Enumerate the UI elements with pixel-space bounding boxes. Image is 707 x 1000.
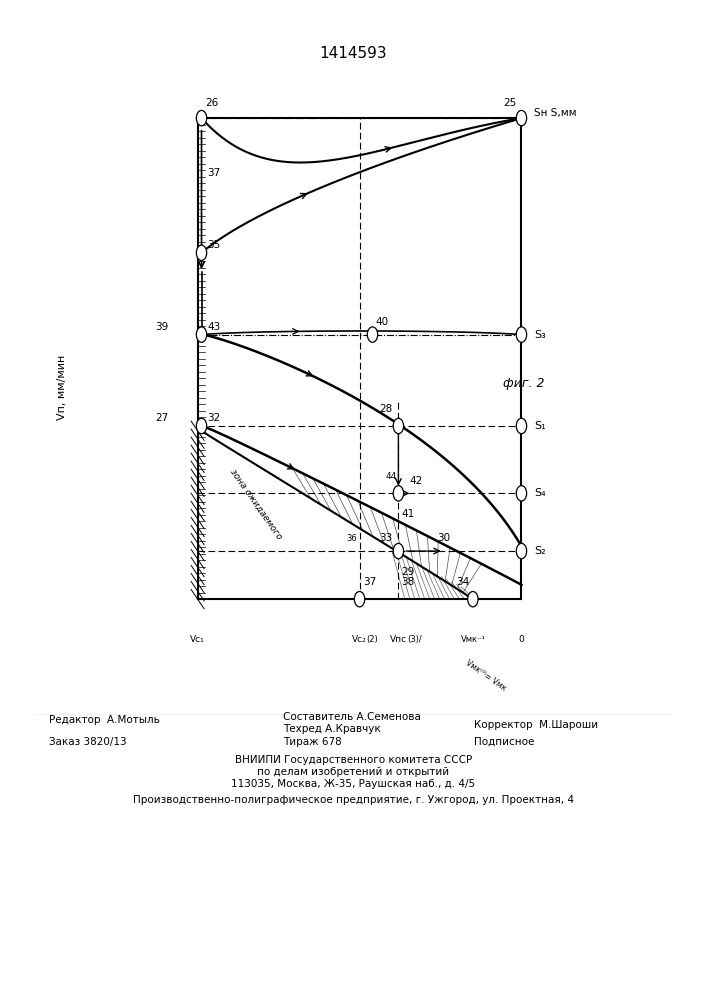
Text: 37: 37 [363, 577, 376, 587]
Text: Vмк⁻¹: Vмк⁻¹ [460, 635, 485, 644]
Text: 1414593: 1414593 [320, 46, 387, 61]
Text: 41: 41 [402, 509, 415, 519]
Circle shape [516, 486, 527, 501]
Circle shape [393, 486, 404, 501]
Circle shape [516, 418, 527, 434]
Text: S₁: S₁ [534, 421, 546, 431]
Text: S₄: S₄ [534, 488, 546, 498]
Text: S₂: S₂ [534, 546, 546, 556]
Circle shape [516, 327, 527, 342]
Text: 38: 38 [402, 577, 415, 587]
Text: (2): (2) [367, 635, 378, 644]
Circle shape [197, 327, 206, 342]
Text: 44: 44 [385, 472, 397, 481]
Text: 35: 35 [207, 240, 221, 250]
Text: 40: 40 [375, 317, 389, 327]
Text: 32: 32 [207, 413, 221, 423]
Text: 0: 0 [518, 635, 525, 644]
Text: 33: 33 [379, 533, 392, 543]
Circle shape [197, 418, 206, 434]
Text: зона ожидаемого: зона ожидаемого [228, 467, 284, 541]
Text: Sн S,мм: Sн S,мм [534, 108, 577, 118]
Text: 43: 43 [207, 322, 221, 332]
Text: 28: 28 [379, 404, 392, 414]
Text: 37: 37 [207, 168, 221, 178]
Text: Тираж 678: Тираж 678 [283, 737, 341, 747]
Circle shape [516, 543, 527, 559]
Text: Vс₁: Vс₁ [190, 635, 205, 644]
Text: Редактор  А.Мотыль: Редактор А.Мотыль [49, 715, 160, 725]
Text: S₃: S₃ [534, 330, 546, 340]
Circle shape [393, 418, 404, 434]
Text: фиг. 2: фиг. 2 [503, 377, 545, 390]
Text: ВНИИПИ Государственного комитета СССР: ВНИИПИ Государственного комитета СССР [235, 755, 472, 765]
Text: 25: 25 [503, 98, 517, 108]
Text: Vп, мм/мин: Vп, мм/мин [57, 355, 67, 420]
Text: 34: 34 [457, 577, 469, 587]
Text: Подписное: Подписное [474, 737, 534, 747]
Text: Корректор  М.Шароши: Корректор М.Шароши [474, 720, 598, 730]
Text: Техред А.Кравчук: Техред А.Кравчук [283, 724, 380, 734]
Text: 26: 26 [206, 98, 219, 108]
Text: 39: 39 [156, 322, 168, 332]
Text: 27: 27 [156, 413, 168, 423]
Text: Заказ 3820/13: Заказ 3820/13 [49, 737, 127, 747]
Circle shape [354, 591, 365, 607]
Circle shape [468, 591, 478, 607]
Text: по делам изобретений и открытий: по делам изобретений и открытий [257, 767, 450, 777]
Circle shape [368, 327, 378, 342]
Circle shape [516, 110, 527, 126]
Circle shape [197, 110, 206, 126]
Text: 113035, Москва, Ж-35, Раушская наб., д. 4/5: 113035, Москва, Ж-35, Раушская наб., д. … [231, 779, 476, 789]
Text: 42: 42 [409, 476, 423, 486]
Text: Vмк⁽⁰⁾= Vмк: Vмк⁽⁰⁾= Vмк [464, 658, 508, 693]
Text: 36: 36 [346, 534, 357, 543]
Text: Vс₂: Vс₂ [352, 635, 367, 644]
Text: Составитель А.Семенова: Составитель А.Семенова [283, 712, 421, 722]
Text: 29: 29 [402, 567, 415, 577]
Text: Производственно-полиграфическое предприятие, г. Ужгород, ул. Проектная, 4: Производственно-полиграфическое предприя… [133, 795, 574, 805]
Circle shape [197, 245, 206, 261]
Text: Vпс: Vпс [390, 635, 407, 644]
Circle shape [393, 543, 404, 559]
Text: 30: 30 [437, 533, 450, 543]
Text: (3)/: (3)/ [407, 635, 422, 644]
